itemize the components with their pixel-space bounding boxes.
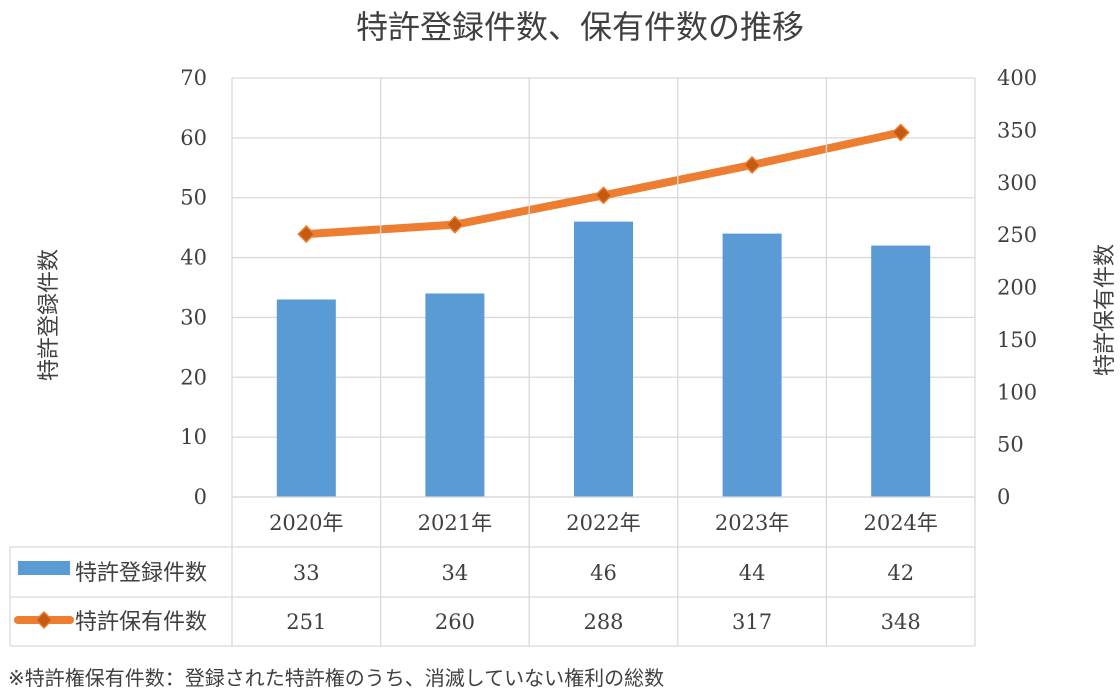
right-axis-label: 特許保有件数 <box>1093 244 1118 376</box>
table-cell: 348 <box>881 610 921 634</box>
right-tick-label: 100 <box>997 380 1037 404</box>
category-label: 2024年 <box>863 511 937 535</box>
category-label: 2021年 <box>418 511 492 535</box>
right-tick-label: 50 <box>997 433 1024 457</box>
bar <box>425 293 485 497</box>
table-cell: 251 <box>286 610 326 634</box>
bar <box>871 245 931 497</box>
line-marker <box>891 123 910 142</box>
left-tick-label: 70 <box>180 66 207 90</box>
bar <box>722 233 782 497</box>
table-cell: 260 <box>435 610 475 634</box>
line-marker <box>445 215 464 234</box>
legend-bar-label: 特許登録件数 <box>75 561 207 586</box>
right-tick-label: 400 <box>997 66 1037 90</box>
table-cell: 44 <box>739 561 766 585</box>
line-marker <box>594 186 613 205</box>
left-tick-label: 50 <box>180 186 207 210</box>
table-cell: 317 <box>732 610 772 634</box>
left-tick-label: 0 <box>194 485 207 509</box>
right-tick-label: 150 <box>997 328 1037 352</box>
legend-line-label: 特許保有件数 <box>75 610 207 635</box>
table-cell: 33 <box>293 561 320 585</box>
table-cell: 288 <box>583 610 623 634</box>
chart-title: 特許登録件数、保有件数の推移 <box>356 8 804 46</box>
category-label: 2022年 <box>566 511 640 535</box>
line-marker <box>297 225 316 244</box>
table-cell: 46 <box>590 561 617 585</box>
left-axis-ticks: 0 10 20 30 40 50 60 70 <box>180 66 207 509</box>
left-tick-label: 10 <box>180 425 207 449</box>
legend-line-marker <box>34 610 54 630</box>
left-tick-label: 60 <box>180 126 207 150</box>
left-tick-label: 40 <box>180 246 207 270</box>
legend-bar-swatch <box>18 561 70 575</box>
table-cell: 34 <box>442 561 469 585</box>
left-tick-label: 30 <box>180 305 207 329</box>
line-series <box>297 123 910 244</box>
left-axis-label: 特許登録件数 <box>37 249 62 381</box>
bar <box>574 221 633 497</box>
line-marker <box>743 155 762 175</box>
series-line <box>302 128 905 239</box>
category-label: 2020年 <box>269 511 343 535</box>
category-label: 2023年 <box>715 511 789 535</box>
right-axis-ticks: 0 50 100 150 200 250 300 350 400 <box>997 66 1037 509</box>
bar <box>276 299 336 497</box>
right-tick-label: 200 <box>997 276 1037 300</box>
right-tick-label: 250 <box>997 223 1037 247</box>
table-cell: 42 <box>887 561 914 585</box>
footnote: ※特許権保有件数：登録された特許権のうち、消滅していない権利の総数 <box>8 666 665 690</box>
left-tick-label: 20 <box>180 365 207 389</box>
right-tick-label: 350 <box>997 118 1037 142</box>
bar-series <box>276 221 931 497</box>
right-tick-label: 300 <box>997 171 1037 195</box>
right-tick-label: 0 <box>997 485 1010 509</box>
